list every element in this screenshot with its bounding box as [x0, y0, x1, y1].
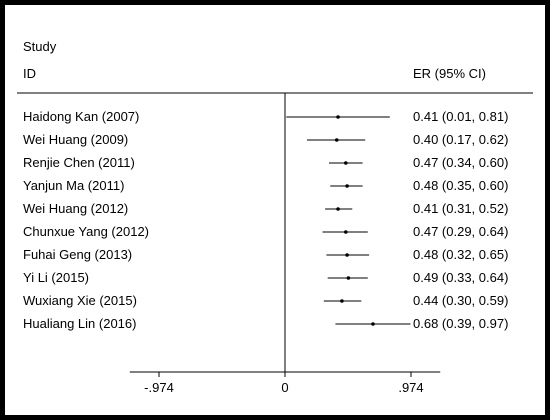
estimate-label: 0.48 (0.32, 0.65) — [413, 247, 508, 262]
study-label: Renjie Chen (2011) — [23, 155, 135, 170]
study-label: Yi Li (2015) — [23, 270, 89, 285]
point-estimate — [346, 276, 351, 280]
study-label: Yanjun Ma (2011) — [23, 178, 124, 193]
study-label: Haidong Kan (2007) — [23, 109, 139, 124]
point-estimate — [334, 138, 339, 142]
study-row: Yanjun Ma (2011) 0.48 (0.35, 0.60) — [23, 178, 508, 193]
estimate-label: 0.41 (0.01, 0.81) — [413, 109, 508, 124]
header-estimate: ER (95% CI) — [413, 66, 486, 81]
study-row: Wei Huang (2009) 0.40 (0.17, 0.62) — [23, 132, 508, 147]
study-row: Chunxue Yang (2012) 0.47 (0.29, 0.64) — [23, 224, 508, 239]
estimate-label: 0.48 (0.35, 0.60) — [413, 178, 508, 193]
study-label: Chunxue Yang (2012) — [23, 224, 149, 239]
point-estimate — [340, 299, 344, 303]
point-estimate — [344, 161, 348, 165]
estimate-label: 0.49 (0.33, 0.64) — [413, 270, 508, 285]
study-row: Haidong Kan (2007) 0.41 (0.01, 0.81) — [23, 109, 508, 124]
study-label: Fuhai Geng (2013) — [23, 247, 132, 262]
study-row: Hualiang Lin (2016) 0.68 (0.39, 0.97) — [23, 316, 508, 331]
estimate-label: 0.47 (0.34, 0.60) — [413, 155, 508, 170]
estimate-label: 0.41 (0.31, 0.52) — [413, 201, 508, 216]
study-label: Hualiang Lin (2016) — [23, 316, 136, 331]
study-row: Wuxiang Xie (2015) 0.44 (0.30, 0.59) — [23, 293, 508, 308]
study-label: Wei Huang (2012) — [23, 201, 128, 216]
estimate-label: 0.47 (0.29, 0.64) — [413, 224, 508, 239]
x-axis: -.974 0 .974 — [129, 93, 441, 395]
estimate-label: 0.68 (0.39, 0.97) — [413, 316, 508, 331]
header-study: Study — [23, 39, 57, 54]
point-estimate — [371, 322, 375, 326]
forest-plot: Study ID ER (95% CI) Haidong Kan (2007) 0… — [17, 39, 533, 395]
point-estimate — [336, 207, 340, 211]
point-estimate — [336, 115, 340, 119]
forest-plot-frame: Study ID ER (95% CI) Haidong Kan (2007) 0… — [5, 5, 545, 415]
point-estimate — [345, 184, 349, 188]
estimate-label: 0.44 (0.30, 0.59) — [413, 293, 508, 308]
study-label: Wei Huang (2009) — [23, 132, 128, 147]
header-id: ID — [23, 66, 36, 81]
study-row: Renjie Chen (2011) 0.47 (0.34, 0.60) — [23, 155, 508, 170]
study-row: Yi Li (2015) 0.49 (0.33, 0.64) — [23, 270, 508, 285]
x-tick-label: -.974 — [144, 380, 174, 395]
study-row: Fuhai Geng (2013) 0.48 (0.32, 0.65) — [23, 247, 508, 262]
point-estimate — [345, 253, 349, 257]
study-rows: Haidong Kan (2007) 0.41 (0.01, 0.81) Wei H… — [23, 109, 508, 331]
study-label: Wuxiang Xie (2015) — [23, 293, 137, 308]
study-row: Wei Huang (2012) 0.41 (0.31, 0.52) — [23, 201, 508, 216]
point-estimate — [344, 230, 348, 234]
x-tick-label: .974 — [398, 380, 423, 395]
x-tick-label: 0 — [281, 380, 288, 395]
estimate-label: 0.40 (0.17, 0.62) — [413, 132, 508, 147]
